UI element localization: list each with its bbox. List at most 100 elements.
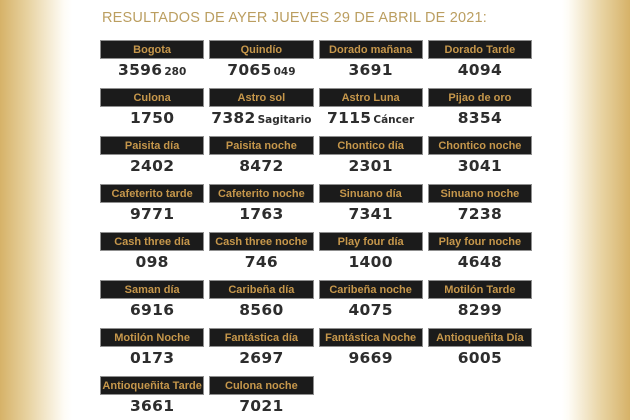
- lottery-name-button[interactable]: Cafeterito tarde: [100, 184, 205, 203]
- lottery-result-cell: Paisita noche 8472: [209, 136, 314, 175]
- lottery-result-cell: Fantástica Noche 9669: [318, 328, 423, 367]
- lottery-name: Saman día: [124, 283, 180, 296]
- lottery-name-button[interactable]: Motilón Noche: [100, 328, 205, 347]
- lottery-result-value: 7238: [428, 205, 532, 223]
- lottery-number: 2402: [129, 157, 175, 175]
- lottery-number: 8299: [457, 301, 503, 319]
- lottery-name-button[interactable]: Saman día: [100, 280, 205, 299]
- lottery-result-value: 2301: [319, 157, 423, 175]
- lottery-name: Astro sol: [237, 91, 286, 104]
- lottery-name: Cafeterito noche: [217, 187, 305, 200]
- lottery-number: 0173: [129, 349, 175, 367]
- lottery-result-cell: Bogota 3596 280: [100, 40, 205, 79]
- lottery-name-button[interactable]: Chontico día: [318, 136, 423, 155]
- lottery-name-button[interactable]: Chontico noche: [427, 136, 532, 155]
- lottery-number: 8354: [457, 109, 503, 127]
- lottery-name-button[interactable]: Quindío: [209, 40, 314, 59]
- lottery-name-button[interactable]: Dorado Tarde: [427, 40, 532, 59]
- lottery-result-value: 6916: [100, 301, 204, 319]
- lottery-number: 4075: [348, 301, 393, 319]
- lottery-result-cell: Culona 1750: [100, 88, 205, 127]
- lottery-name-button[interactable]: Paisita día: [100, 136, 205, 155]
- lottery-number: 1763: [239, 205, 284, 223]
- lottery-result-cell: Quindío 7065 049: [209, 40, 314, 79]
- lottery-name-button[interactable]: Cash three día: [100, 232, 205, 251]
- lottery-result-value: 4094: [428, 61, 532, 79]
- lottery-result-value: 1400: [319, 253, 423, 271]
- lottery-name-button[interactable]: Culona noche: [209, 376, 314, 395]
- lottery-name-button[interactable]: Paisita noche: [209, 136, 314, 155]
- lottery-number: 4094: [457, 61, 503, 79]
- lottery-name: Paisita noche: [225, 139, 297, 152]
- lottery-result-value: 3041: [428, 157, 532, 175]
- lottery-name-button[interactable]: Astro sol: [209, 88, 314, 107]
- lottery-result-value: 4648: [428, 253, 532, 271]
- lottery-number: 4648: [457, 253, 503, 271]
- lottery-name: Chontico día: [337, 139, 404, 152]
- lottery-result-cell: Motilón Tarde 8299: [427, 280, 532, 319]
- lottery-result-cell: Cash three día 098: [100, 232, 205, 271]
- lottery-name-button[interactable]: Culona: [100, 88, 205, 107]
- lottery-name-button[interactable]: Cash three noche: [209, 232, 314, 251]
- lottery-name-button[interactable]: Pijao de oro: [427, 88, 532, 107]
- lottery-number: 8560: [239, 301, 284, 319]
- lottery-name-button[interactable]: Caribeña día: [209, 280, 314, 299]
- lottery-result-value: 9669: [319, 349, 423, 367]
- lottery-number: 1400: [348, 253, 393, 271]
- lottery-name-button[interactable]: Dorado mañana: [318, 40, 423, 59]
- lottery-name-button[interactable]: Sinuano día: [318, 184, 423, 203]
- lottery-name: Sinuano noche: [440, 187, 520, 200]
- lottery-name-button[interactable]: Antioqueñita Tarde: [100, 376, 205, 395]
- lottery-number: 7115: [327, 109, 372, 127]
- lottery-result-cell: Cash three noche 746: [209, 232, 314, 271]
- lottery-result-cell: Paisita día 2402: [100, 136, 205, 175]
- lottery-number: 2697: [239, 349, 284, 367]
- lottery-result-value: 746: [209, 253, 313, 271]
- lottery-result-cell: Caribeña día 8560: [209, 280, 314, 319]
- lottery-result-value: 4075: [319, 301, 423, 319]
- lottery-result-value: 7021: [209, 397, 313, 415]
- lottery-name: Culona: [133, 91, 171, 104]
- lottery-name: Pijao de oro: [448, 91, 512, 104]
- lottery-name: Bogota: [133, 43, 172, 56]
- lottery-name: Dorado mañana: [329, 43, 413, 56]
- lottery-name-button[interactable]: Bogota: [100, 40, 205, 59]
- lottery-result-cell: Cafeterito noche 1763: [209, 184, 314, 223]
- lottery-result-cell: Play four día 1400: [318, 232, 423, 271]
- lottery-name-button[interactable]: Cafeterito noche: [209, 184, 314, 203]
- lottery-result-value: 7341: [319, 205, 423, 223]
- lottery-result-cell: Astro Luna 7115 Cáncer: [318, 88, 423, 127]
- lottery-result-cell: Dorado Tarde 4094: [427, 40, 532, 79]
- lottery-result-cell: Antioqueñita Día 6005: [427, 328, 532, 367]
- lottery-result-cell: Chontico día 2301: [318, 136, 423, 175]
- lottery-result-cell: Saman día 6916: [100, 280, 205, 319]
- lottery-name: Caribeña día: [228, 283, 295, 296]
- lottery-result-value: 2402: [100, 157, 204, 175]
- lottery-name-button[interactable]: Play four día: [318, 232, 423, 251]
- lottery-name-button[interactable]: Antioqueñita Día: [427, 328, 532, 347]
- lottery-name: Play four noche: [438, 235, 522, 248]
- lottery-name: Astro Luna: [341, 91, 400, 104]
- lottery-number: 3041: [457, 157, 503, 175]
- lottery-name-button[interactable]: Play four noche: [427, 232, 532, 251]
- lottery-name-button[interactable]: Motilón Tarde: [427, 280, 532, 299]
- lottery-number: 2301: [348, 157, 393, 175]
- page-title: RESULTADOS DE AYER JUEVES 29 DE ABRIL DE…: [102, 10, 488, 26]
- results-page: RESULTADOS DE AYER JUEVES 29 DE ABRIL DE…: [100, 9, 532, 415]
- lottery-name: Sinuano día: [339, 187, 402, 200]
- lottery-result-cell: Pijao de oro 8354: [427, 88, 532, 127]
- lottery-name-button[interactable]: Fantástica Noche: [318, 328, 423, 347]
- lottery-name-button[interactable]: Sinuano noche: [427, 184, 532, 203]
- lottery-name-button[interactable]: Astro Luna: [318, 88, 423, 107]
- lottery-name-button[interactable]: Fantástica día: [209, 328, 314, 347]
- lottery-result-value: 7065 049: [209, 61, 313, 79]
- lottery-result-value: 8354: [428, 109, 532, 127]
- lottery-number: 7238: [457, 205, 503, 223]
- lottery-name-button[interactable]: Caribeña noche: [318, 280, 423, 299]
- lottery-extra: 049: [273, 66, 296, 78]
- lottery-result-cell: Caribeña noche 4075: [318, 280, 423, 319]
- lottery-result-cell: Sinuano noche 7238: [427, 184, 532, 223]
- results-grid: Bogota 3596 280 Quindío 7065 049 Dorado ma…: [100, 40, 532, 415]
- lottery-number: 6916: [129, 301, 175, 319]
- lottery-name: Antioqueñita Día: [436, 331, 524, 344]
